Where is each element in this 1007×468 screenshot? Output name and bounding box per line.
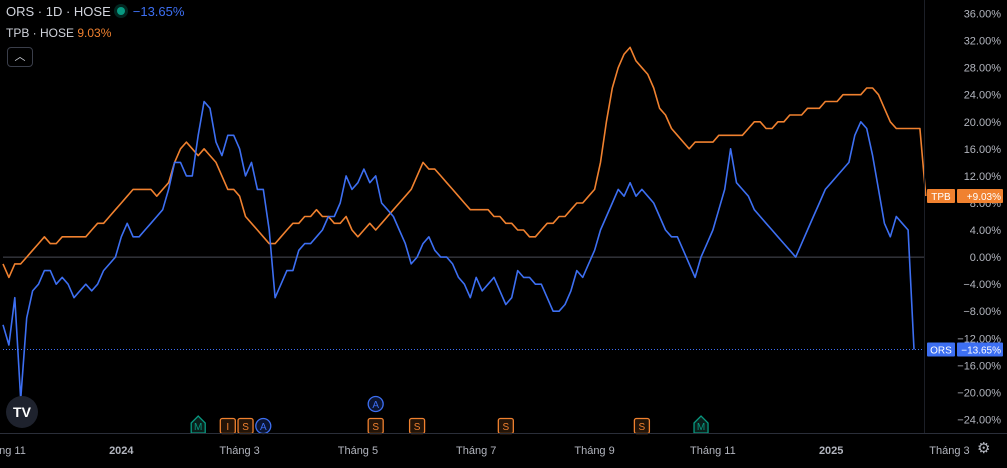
legend-compare-symbol: TPB · HOSE: [6, 26, 75, 40]
event-marker-label: I: [226, 422, 229, 433]
market-status-icon: [116, 7, 125, 15]
event-marker-label: A: [372, 400, 379, 411]
price-badge-symbol-text: ORS: [930, 345, 952, 356]
price-badge-symbol-text: TPB: [931, 192, 951, 203]
price-badge-value-text: −13.65%: [961, 345, 1001, 356]
event-marker-label: S: [414, 422, 421, 433]
logo-text: TV: [13, 404, 31, 420]
x-tick-label: Tháng 3: [929, 445, 969, 457]
y-tick-label: −12.00%: [957, 333, 1001, 345]
series-line-ors[interactable]: [2, 100, 915, 400]
event-marker-A[interactable]: [367, 395, 384, 413]
y-tick-label: 16.00%: [964, 144, 1002, 156]
y-tick-label: 36.00%: [964, 9, 1002, 21]
y-tick-label: −20.00%: [957, 387, 1001, 399]
x-tick-label: Tháng 3: [219, 445, 259, 457]
x-tick-label: 2024: [109, 445, 134, 457]
x-tick-label: 2025: [819, 445, 843, 457]
series-line-tpb[interactable]: [2, 46, 927, 279]
gear-icon[interactable]: ⚙: [977, 440, 991, 457]
y-tick-label: 32.00%: [964, 36, 1002, 48]
event-marker-label: S: [372, 422, 379, 433]
x-tick-label: Tháng 5: [338, 445, 378, 457]
x-tick-label: Tháng 11: [690, 445, 736, 457]
y-tick-label: 20.00%: [964, 117, 1002, 129]
legend-compare-change: 9.03%: [77, 26, 112, 40]
price-axis-divider: [924, 0, 925, 433]
price-badge-value-text: +9.03%: [967, 192, 1001, 203]
price-badge-value-ors: [957, 342, 1003, 357]
y-tick-label: −8.00%: [963, 306, 1001, 318]
event-marker-M[interactable]: [190, 415, 206, 434]
x-tick-label: Tháng 7: [456, 445, 496, 457]
legend-main[interactable]: ORS · 1D · HOSE −13.65%: [6, 4, 184, 20]
y-tick-label: −24.00%: [957, 414, 1001, 426]
tradingview-logo[interactable]: TV: [6, 396, 38, 428]
chevron-up-icon: ︿: [14, 51, 26, 63]
x-tick-label: Tháng 9: [574, 445, 614, 457]
event-marker-label: M: [697, 422, 705, 433]
y-tick-label: 28.00%: [964, 63, 1002, 75]
y-tick-label: 4.00%: [970, 225, 1001, 237]
event-marker-label: S: [242, 422, 249, 433]
event-marker-label: A: [260, 422, 267, 433]
collapse-legend-button[interactable]: ︿: [7, 47, 33, 67]
price-badge-symbol-ors: [927, 342, 955, 357]
time-axis-divider: [0, 433, 1007, 434]
y-tick-label: −4.00%: [963, 279, 1001, 291]
y-tick-label: 0.00%: [970, 252, 1001, 264]
event-marker-M[interactable]: [693, 415, 709, 434]
legend-main-symbol: ORS · 1D · HOSE: [6, 4, 111, 19]
y-tick-label: 12.00%: [964, 171, 1002, 183]
event-marker-label: S: [639, 422, 646, 433]
event-marker-label: S: [502, 422, 509, 433]
legend-main-change: −13.65%: [132, 4, 185, 19]
price-badge-symbol-tpb: [927, 189, 955, 204]
legend-compare[interactable]: TPB · HOSE 9.03%: [6, 25, 111, 41]
event-marker-label: M: [194, 422, 202, 433]
x-tick-label: Tháng 11: [0, 445, 26, 457]
y-tick-label: −16.00%: [957, 360, 1001, 372]
y-tick-label: 24.00%: [964, 90, 1002, 102]
price-badge-value-tpb: [957, 189, 1003, 204]
